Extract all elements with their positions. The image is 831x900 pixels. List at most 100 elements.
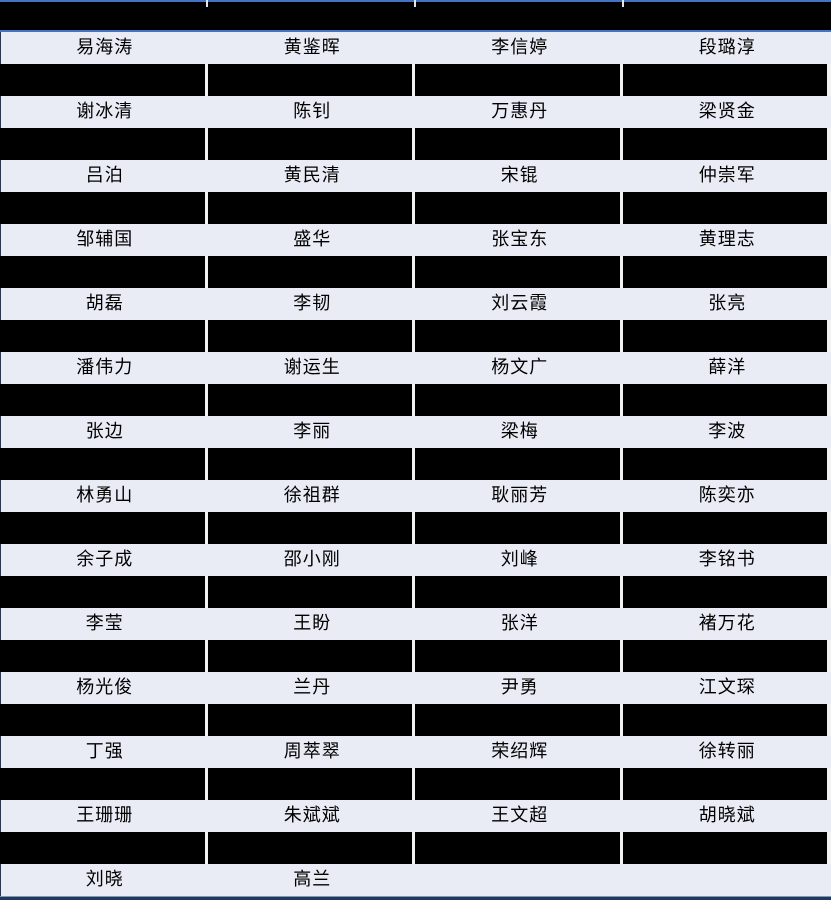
person-name-cell: 尹勇 [500,677,539,698]
redacted-cell [207,192,412,224]
name-row: 余子成 邵小刚 刘峰 李铭书 [0,544,831,576]
redacted-cell [0,448,205,480]
name-row: 潘伟力 谢运生 杨文广 薛洋 [0,352,831,384]
redacted-cell [415,768,620,800]
redacted-row [0,448,831,480]
name-row: 李莹 王盼 张洋 褚万花 [0,608,831,640]
empty-cell [624,864,831,896]
person-name-cell: 张边 [85,421,124,442]
redacted-row [0,768,831,800]
person-name-cell: 万惠丹 [491,101,549,122]
person-name-cell: 张宝东 [491,229,549,250]
redacted-cell [207,512,412,544]
person-name-cell: 易海涛 [76,37,134,58]
redacted-row [0,640,831,672]
person-name-cell: 兰丹 [293,677,332,698]
empty-cell [416,864,624,896]
column-divider-notch [622,0,624,7]
redacted-cell [0,512,205,544]
person-name-cell: 李莹 [85,613,124,634]
person-name-cell: 吕泊 [85,165,124,186]
person-name-cell: 徐转丽 [698,741,756,762]
redacted-cell [415,192,620,224]
person-name-cell: 王珊珊 [76,805,134,826]
person-name-cell: 黄鉴晖 [283,37,341,58]
name-row: 张边 李丽 梁梅 李波 [0,416,831,448]
redacted-cell [207,448,412,480]
redacted-cell [415,704,620,736]
redacted-row [0,128,831,160]
person-name-cell: 刘峰 [500,549,539,570]
column-divider-notch [414,0,416,7]
person-name-cell: 陈奕亦 [698,485,756,506]
redacted-cell [0,256,205,288]
person-name-cell: 褚万花 [698,613,756,634]
redacted-row [0,512,831,544]
redacted-cell [207,768,412,800]
redacted-cell [622,640,827,672]
person-name-cell: 张亮 [708,293,747,314]
person-name-cell: 荣绍辉 [491,741,549,762]
table-rows: 易海涛 黄鉴晖 李信婷 段璐淳 谢冰清 陈钊 万惠丹 梁贤金 吕泊 黄民清 宋锟 仲崇军 邹辅国 盛华 张宝… [0,32,831,896]
redacted-cell [622,512,827,544]
redacted-row [0,384,831,416]
redacted-cell [207,576,412,608]
name-row: 丁强 周萃翠 荣绍辉 徐转丽 [0,736,831,768]
person-name-cell: 宋锟 [500,165,539,186]
name-row: 林勇山 徐祖群 耿丽芳 陈奕亦 [0,480,831,512]
redacted-cell [0,64,205,96]
redacted-cell [622,128,827,160]
person-name-cell: 谢运生 [283,357,341,378]
name-row: 王珊珊 朱斌斌 王文超 胡晓斌 [0,800,831,832]
person-name-cell: 王文超 [491,805,549,826]
name-row: 易海涛 黄鉴晖 李信婷 段璐淳 [0,32,831,64]
redacted-cell [415,448,620,480]
person-name-cell: 邵小刚 [283,549,341,570]
redacted-cell [415,320,620,352]
person-name-cell: 黄理志 [698,229,756,250]
person-name-cell: 盛华 [293,229,332,250]
person-name-cell: 刘晓 [85,869,124,890]
column-divider-notch [206,0,208,7]
person-name-cell: 胡磊 [85,293,124,314]
person-name-cell: 丁强 [85,741,124,762]
person-name-cell: 王盼 [293,613,332,634]
header-underline [0,30,831,32]
redacted-cell [0,640,205,672]
person-name-cell: 仲崇军 [698,165,756,186]
person-name-cell: 李韧 [293,293,332,314]
redacted-cell [207,640,412,672]
redacted-cell [415,832,620,864]
person-name-cell: 李铭书 [698,549,756,570]
name-row: 胡磊 李韧 刘云霞 张亮 [0,288,831,320]
person-name-cell: 刘云霞 [491,293,549,314]
person-name-cell: 潘伟力 [76,357,134,378]
name-row: 谢冰清 陈钊 万惠丹 梁贤金 [0,96,831,128]
redacted-cell [622,832,827,864]
name-row: 吕泊 黄民清 宋锟 仲崇军 [0,160,831,192]
redacted-cell [207,832,412,864]
person-name-cell: 薛洋 [708,357,747,378]
person-name-cell: 梁梅 [500,421,539,442]
redacted-cell [622,448,827,480]
person-name-cell: 林勇山 [76,485,134,506]
person-name-cell: 杨光俊 [76,677,134,698]
redacted-cell [415,640,620,672]
redacted-cell [415,384,620,416]
redacted-cell [207,320,412,352]
redacted-cell [415,512,620,544]
person-name-cell: 胡晓斌 [698,805,756,826]
redacted-row [0,320,831,352]
person-name-cell: 李波 [708,421,747,442]
redacted-cell [0,768,205,800]
redacted-cell [415,576,620,608]
person-name-cell: 余子成 [76,549,134,570]
person-name-cell: 黄民清 [283,165,341,186]
person-name-cell: 耿丽芳 [491,485,549,506]
redacted-cell [622,192,827,224]
redacted-cell [0,384,205,416]
person-name-cell: 李丽 [293,421,332,442]
redacted-cell [0,192,205,224]
redacted-cell [415,64,620,96]
redacted-row [0,192,831,224]
